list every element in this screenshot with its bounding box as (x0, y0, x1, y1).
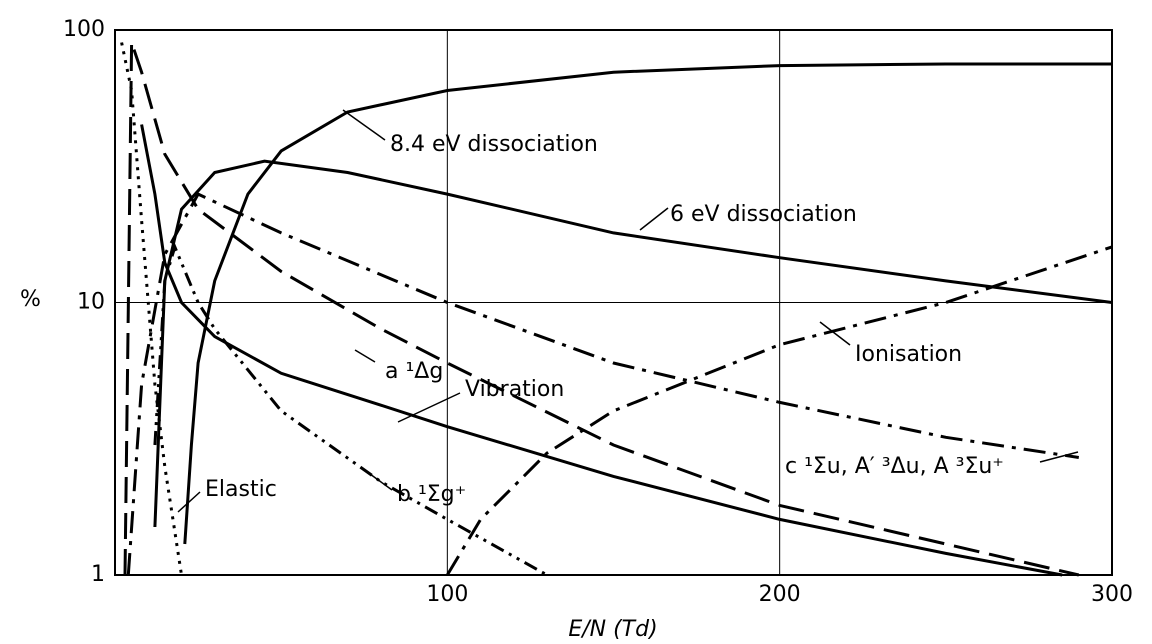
series-label: 6 eV dissociation (670, 202, 857, 227)
series-line (126, 192, 1080, 576)
label-arrow (177, 491, 201, 513)
label-arrow (342, 109, 386, 141)
series-label: b ¹Σg⁺ (397, 482, 466, 507)
series-line (153, 242, 548, 577)
series-label: a ¹Δg (385, 359, 443, 384)
y-axis-label: % (20, 287, 41, 312)
label-arrow (819, 321, 851, 346)
series-line (123, 42, 1080, 577)
label-arrow (1039, 451, 1079, 463)
series-line (120, 42, 183, 576)
y-tick-label: 1 (91, 562, 105, 587)
series-line (140, 124, 1063, 577)
label-arrow (639, 207, 669, 231)
series-label: Vibration (465, 377, 564, 402)
y-tick-label: 10 (77, 290, 105, 315)
series-label: c ¹Σu, A′ ³Δu, A ³Σu⁺ (785, 454, 1004, 479)
label-arrow (369, 473, 393, 491)
x-tick-label: 200 (759, 582, 801, 607)
series-line (183, 62, 1112, 545)
x-axis-label: E/N (Td) (568, 617, 657, 642)
x-tick-label: 100 (426, 582, 468, 607)
series-label: Ionisation (855, 342, 962, 367)
y-tick-label: 100 (63, 17, 105, 42)
series-label: Elastic (205, 477, 277, 502)
label-arrow (397, 392, 461, 423)
x-tick-label: 300 (1091, 582, 1133, 607)
series-label: 8.4 eV dissociation (390, 132, 598, 157)
label-arrow (354, 349, 376, 363)
